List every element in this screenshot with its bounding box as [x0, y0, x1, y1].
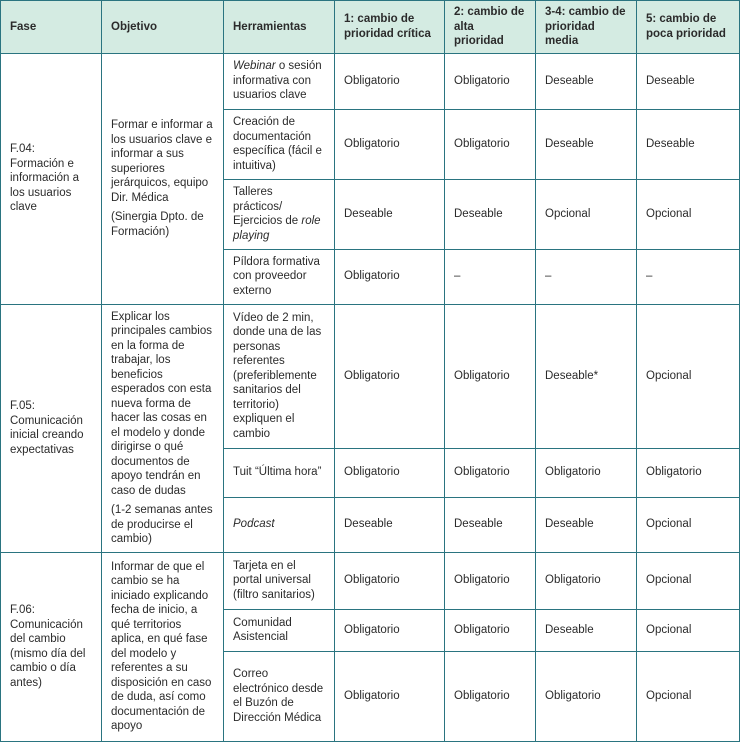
table-row: Comunidad Asistencial Obligatorio Obligato… — [1, 608, 740, 652]
tool-cell: Correo electrónico desde el Buzón de Dir… — [223, 650, 335, 742]
requirement-cell: Opcional — [636, 551, 740, 610]
requirement-cell: Deseable — [636, 108, 740, 180]
table-row: Correo electrónico desde el Buzón de Dir… — [1, 650, 740, 742]
requirement-cell: Opcional — [636, 608, 740, 652]
tool-cell: Comunidad Asistencial — [223, 608, 335, 652]
requirement-cell: Deseable — [444, 496, 536, 553]
objective-text: Explicar los principales cambios en la f… — [111, 310, 212, 497]
column-header: 2: cambio de alta prioridad — [444, 0, 536, 54]
table-row: Podcast Deseable Deseable Deseable Opcional — [1, 496, 740, 553]
requirement-cell: Deseable — [535, 608, 637, 652]
requirement-cell: Obligatorio — [535, 551, 637, 610]
requirement-cell: Deseable — [334, 178, 445, 250]
requirement-cell: Deseable — [535, 52, 637, 110]
tool-text: Comunidad Asistencial — [233, 616, 292, 644]
requirement-cell: Opcional — [535, 178, 637, 250]
requirement-cell: Deseable — [444, 178, 536, 250]
header-row: Fase Objetivo Herramientas 1: cambio de pri… — [0, 0, 740, 54]
table-row: F.05: Comunicación inicial creando expec… — [0, 303, 740, 553]
requirement-cell: Opcional — [636, 178, 740, 250]
objective-text: Informar de que el cambio se ha iniciado… — [111, 560, 212, 733]
requirement-cell: Obligatorio — [444, 608, 536, 652]
requirement-cell: – — [636, 248, 740, 305]
column-header: Herramientas — [223, 0, 335, 54]
requirement-cell: Deseable — [535, 108, 637, 180]
tool-text: Creación de documentación específica (fá… — [233, 116, 322, 172]
requirement-cell: Opcional — [636, 650, 740, 742]
requirement-cell: Obligatorio — [334, 608, 445, 652]
requirement-cell: Obligatorio — [334, 108, 445, 180]
column-header: Objetivo — [101, 0, 224, 54]
column-header: 1: cambio de prioridad crítica — [334, 0, 445, 54]
tool-text: Vídeo de 2 min, donde una de las persona… — [233, 311, 322, 440]
requirement-cell: Obligatorio — [636, 447, 740, 498]
requirement-cell: – — [444, 248, 536, 305]
requirement-cell: Opcional — [636, 303, 740, 449]
tool-text: Tuit “Última hora” — [233, 466, 322, 479]
requirement-cell: Obligatorio — [444, 650, 536, 742]
objective-cell: Informar de que el cambio se ha iniciado… — [101, 551, 224, 742]
table-row: Talleres prácticos/ Ejercicios de role p… — [1, 178, 740, 250]
column-header: Fase — [0, 0, 102, 54]
objective-cell: Formar e informar a los usuarios clave e… — [101, 52, 224, 305]
requirement-cell: Obligatorio — [535, 447, 637, 498]
tool-text: Talleres prácticos/ Ejercicios de — [233, 186, 302, 227]
phase-cell: F.04: Formación e información a los usua… — [0, 52, 102, 305]
tool-cell: Tarjeta en el portal universal (filtro s… — [223, 551, 335, 610]
requirement-cell: Obligatorio — [334, 52, 445, 110]
requirement-cell: Deseable — [334, 496, 445, 553]
phase-cell: F.06: Comunicación del cambio (mismo día… — [0, 551, 102, 742]
tool-cell: Webinar o sesión informativa con usuario… — [223, 52, 335, 110]
tool-cell: Vídeo de 2 min, donde una de las persona… — [223, 303, 335, 449]
requirement-cell: Obligatorio — [334, 248, 445, 305]
requirement-cell: Obligatorio — [535, 650, 637, 742]
requirement-cell: Obligatorio — [334, 650, 445, 742]
requirement-cell: Deseable — [636, 52, 740, 110]
objective-note: (Sinergia Dpto. de Formación) — [111, 211, 204, 238]
table-row: Píldora formativa con proveedor externo O… — [1, 248, 740, 305]
tool-text: Webinar — [233, 60, 276, 73]
tool-text: o sesión informativa con usuarios clave — [233, 60, 322, 102]
tool-cell: Talleres prácticos/ Ejercicios de role p… — [223, 178, 335, 250]
column-header: 3-4: cambio de prioridad media — [535, 0, 637, 54]
tool-cell: Píldora formativa con proveedor externo — [223, 248, 335, 305]
tool-text: Píldora formativa con proveedor externo — [233, 255, 320, 297]
table-row: Tuit “Última hora” Obligatorio Obligatorio… — [1, 447, 740, 498]
table-row: F.06: Comunicación del cambio (mismo día… — [0, 551, 740, 742]
requirement-cell: Obligatorio — [334, 447, 445, 498]
requirement-cell: – — [535, 248, 637, 305]
objective-cell: Explicar los principales cambios en la f… — [101, 303, 224, 553]
tool-text: Tarjeta en el portal universal (filtro s… — [233, 559, 315, 601]
tool-cell: Tuit “Última hora” — [223, 447, 335, 498]
requirement-cell: Obligatorio — [444, 108, 536, 180]
tool-text: Correo electrónico desde el Buzón de Dir… — [233, 668, 324, 724]
tool-text: Podcast — [233, 518, 275, 531]
requirement-cell: Obligatorio — [444, 551, 536, 610]
objective-text: Formar e informar a los usuarios clave e… — [111, 119, 213, 204]
tool-cell: Podcast — [223, 496, 335, 553]
tool-text: role playing — [233, 215, 321, 242]
requirement-cell: Deseable* — [535, 303, 637, 449]
requirement-cell: Deseable — [535, 496, 637, 553]
requirement-cell: Obligatorio — [334, 551, 445, 610]
table-row: F.04: Formación e información a los usua… — [0, 52, 740, 305]
requirement-cell: Obligatorio — [444, 447, 536, 498]
requirement-cell: Obligatorio — [334, 303, 445, 449]
requirement-cell: Opcional — [636, 496, 740, 553]
phase-cell: F.05: Comunicación inicial creando expec… — [0, 303, 102, 553]
tool-cell: Creación de documentación específica (fá… — [223, 108, 335, 180]
requirement-cell: Obligatorio — [444, 52, 536, 110]
column-header: 5: cambio de poca prioridad — [636, 0, 740, 54]
requirement-cell: Obligatorio — [444, 303, 536, 449]
objective-note: (1-2 semanas antes de producirse el camb… — [111, 504, 213, 545]
